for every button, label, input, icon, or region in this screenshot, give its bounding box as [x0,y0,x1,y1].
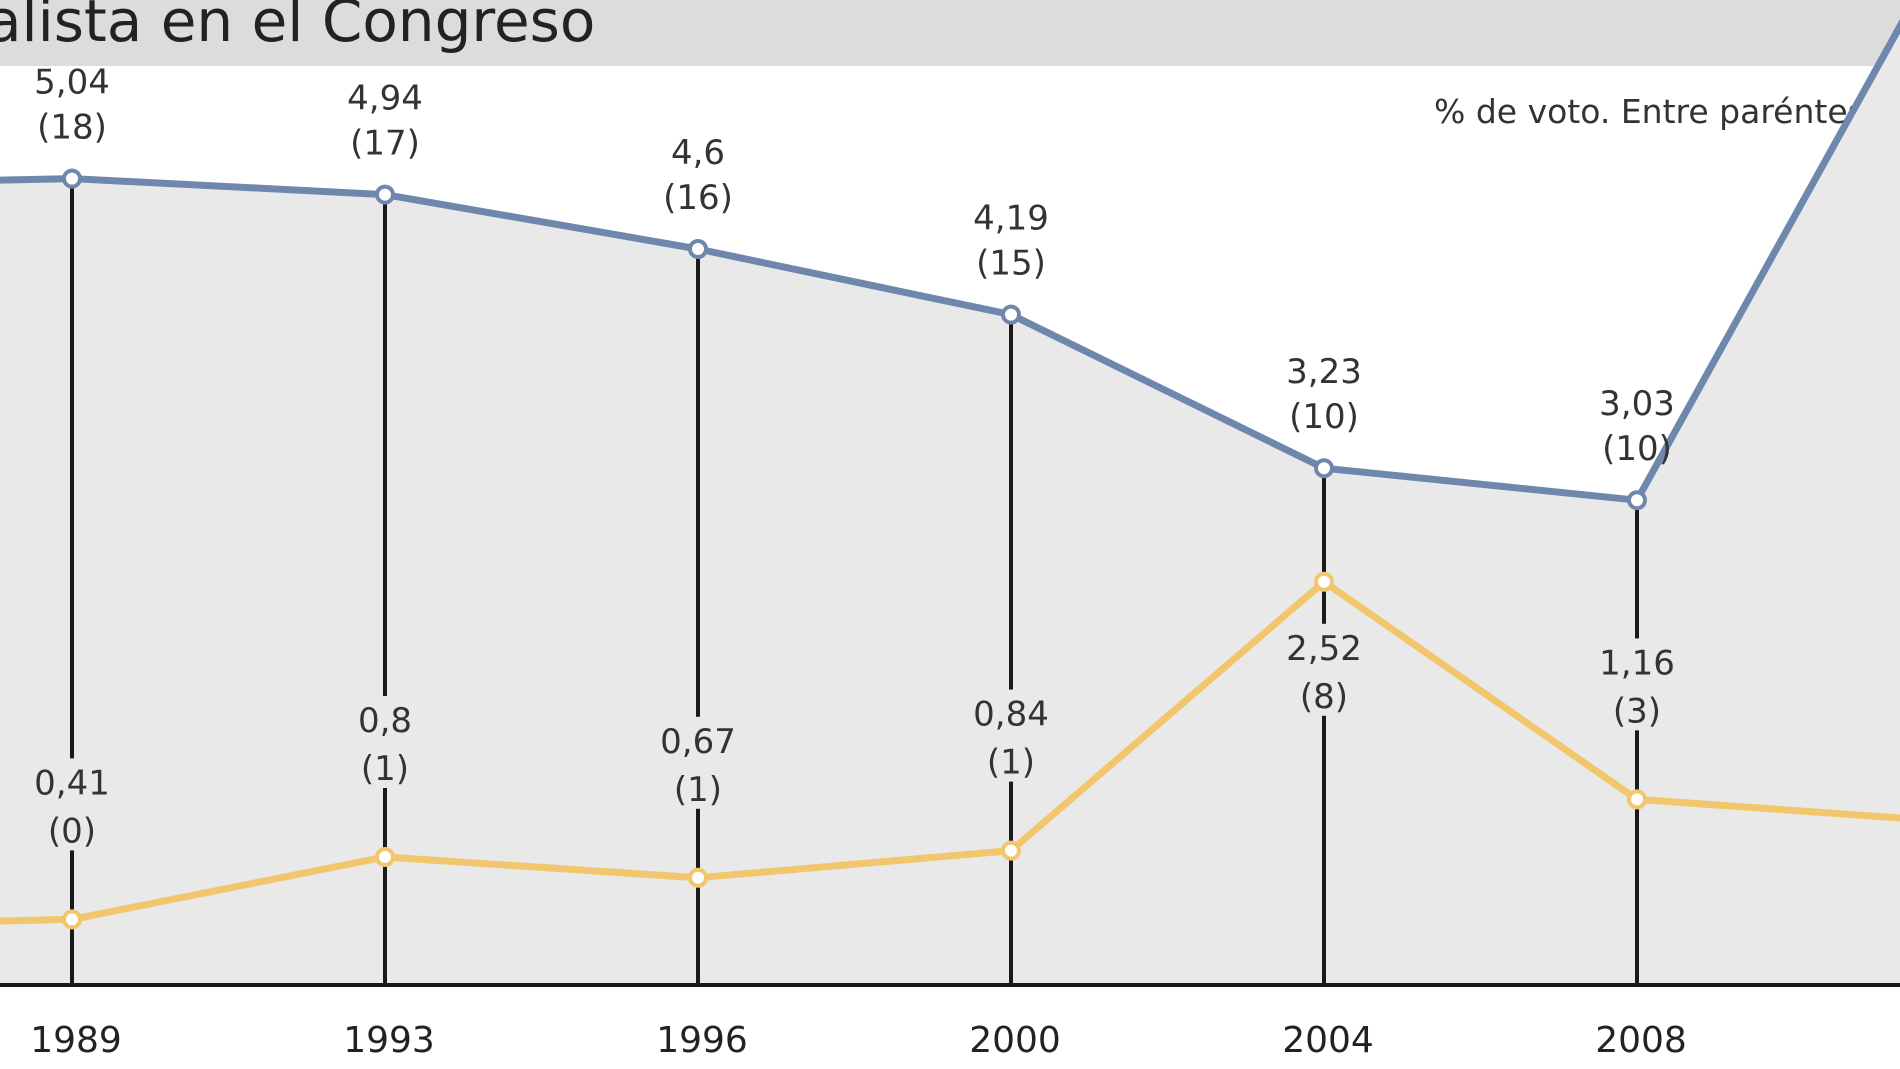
blue-seat-label-2008: (10) [1602,429,1672,469]
chart-subtitle: % de voto. Entre paréntesis [1434,92,1892,131]
series-lines [0,19,1900,925]
yellow-label-bg-2004 [1280,623,1368,716]
yellow-value-label-2004: 2,52 [1286,629,1362,669]
yellow-seat-label-2004: (8) [1300,677,1348,717]
blue-point-1996 [688,239,708,259]
x-tick-label-1993: 1993 [343,1020,435,1061]
yellow-label-bg-1989 [28,758,116,851]
blue-value-label-1993: 4,94 [347,79,423,119]
blue-point-1989 [62,168,82,189]
yellow-seat-label-1989: (0) [48,811,96,851]
blue-value-label-2000: 4,19 [973,199,1049,239]
x-tick-label-1989: 1989 [30,1020,122,1061]
yellow-value-label-1989: 0,41 [34,763,110,803]
year-gridlines [70,178,1639,985]
series-line-blue [0,19,1900,504]
blue-point-1993 [375,184,395,205]
blue-point-2008 [1627,490,1647,511]
yellow-seat-label-2008: (3) [1613,691,1661,731]
x-tick-label-2004: 2004 [1282,1020,1374,1061]
blue-value-label-2004: 3,23 [1286,352,1362,392]
x-tick-label-2000: 2000 [969,1020,1061,1061]
yellow-label-bg-2000 [967,689,1055,782]
yellow-seat-label-1996: (1) [674,770,722,810]
x-tick-label-2008: 2008 [1595,1020,1687,1061]
yellow-point-2004 [1314,571,1334,592]
blue-point-2004 [1314,458,1334,479]
yellow-label-bg-1996 [654,716,742,809]
blue-value-label-1996: 4,6 [671,133,725,173]
plot-area [0,26,1900,985]
blue-seat-label-1989: (18) [37,108,107,148]
x-tick-labels: 1989 1993 1996 2000 2004 2008 [30,1020,1687,1061]
blue-seat-label-2004: (10) [1289,397,1359,437]
yellow-label-bg-2008 [1593,638,1681,731]
yellow-point-1996 [688,867,708,888]
x-tick-label-1996: 1996 [656,1020,748,1061]
blue-seat-label-1993: (17) [350,124,420,164]
series-points [62,168,1647,930]
yellow-seat-label-2000: (1) [987,743,1035,783]
yellow-point-1989 [62,909,82,930]
blue-seat-label-1996: (16) [663,178,733,218]
blue-value-label-2008: 3,03 [1599,384,1675,424]
blue-point-2000 [1001,304,1021,325]
blue-value-label-1989: 5,04 [34,63,110,103]
chart-title: alista en el Congreso [0,0,596,55]
yellow-value-label-1996: 0,67 [660,722,736,762]
series-line-yellow [0,578,1900,925]
yellow-value-label-1993: 0,8 [358,701,412,741]
yellow-label-bg-1993 [341,696,429,788]
yellow-point-2000 [1001,840,1021,861]
data-labels: 5,04 (18) 0,41 (0) 4,94 (17) 0,8 (1) 4,6 (16) 0,67… [28,63,1681,851]
yellow-value-label-2000: 0,84 [973,695,1049,735]
yellow-value-label-2008: 1,16 [1599,643,1675,683]
title-bar: alista en el Congreso [0,0,1900,66]
plot-area-fill [0,26,1900,985]
blue-seat-label-2000: (15) [976,244,1046,284]
yellow-seat-label-1993: (1) [361,749,409,789]
yellow-point-1993 [375,847,395,867]
yellow-point-2008 [1627,789,1647,810]
